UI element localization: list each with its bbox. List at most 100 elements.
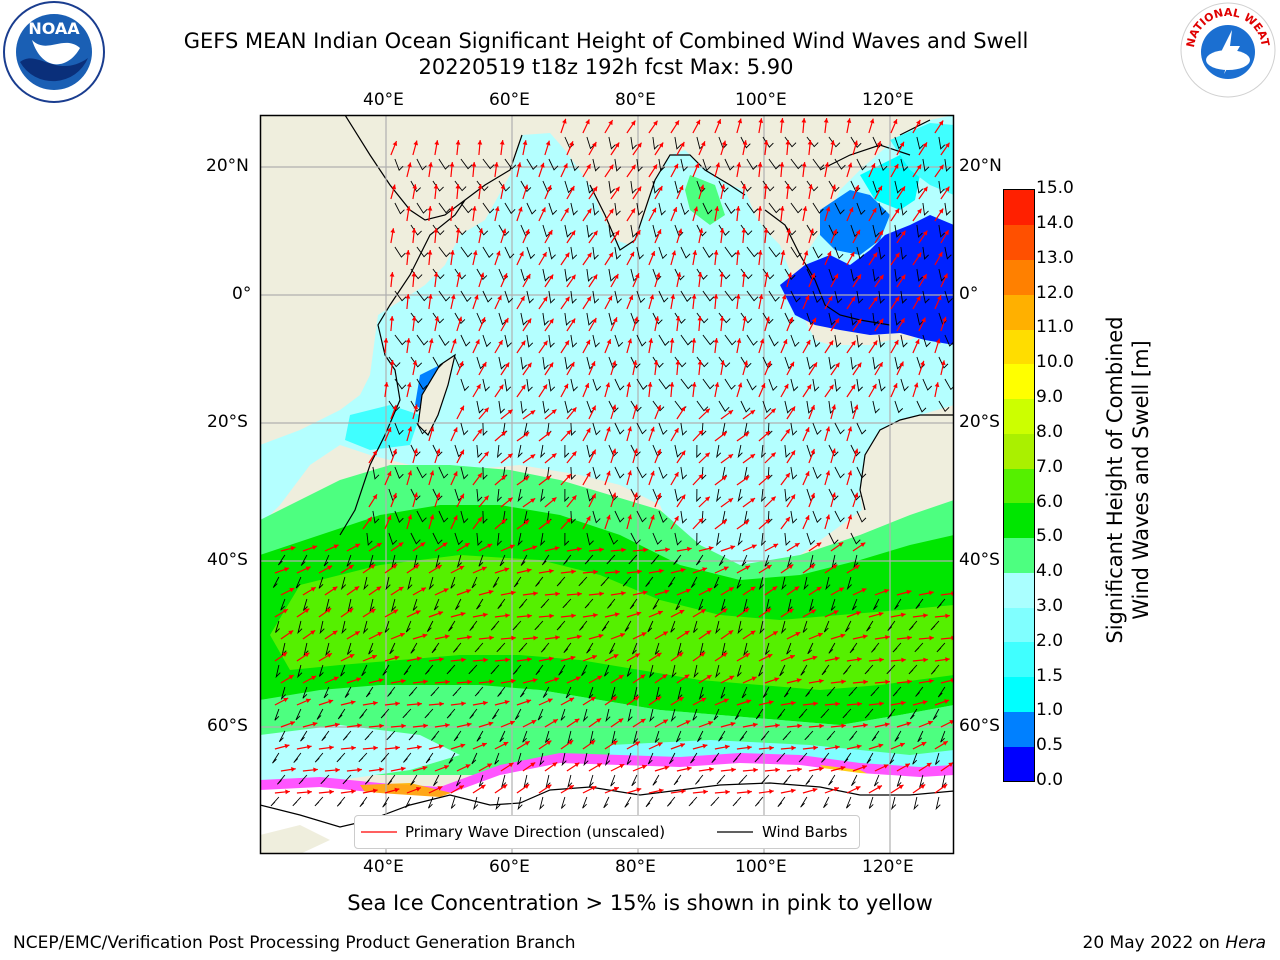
wave-arrow-head	[429, 470, 435, 476]
wave-arrow-head	[596, 763, 602, 768]
wave-arrow-head	[923, 186, 928, 192]
wave-arrow-head	[398, 586, 404, 592]
wave-arrow-head	[861, 588, 867, 593]
wave-arrow-head	[938, 251, 943, 257]
wave-arrow-head	[634, 696, 640, 701]
wind-barb	[820, 708, 830, 719]
wind-barb	[604, 752, 611, 767]
wave-arrow-head	[927, 720, 933, 726]
wind-barb	[649, 664, 655, 679]
wave-arrow-head	[488, 589, 494, 595]
wind-barb	[604, 664, 610, 677]
wave-arrow-head	[284, 743, 290, 749]
wave-arrow-head	[796, 678, 802, 683]
wave-arrow-head	[833, 787, 839, 792]
wind-barb	[562, 598, 572, 609]
wave-arrow-head	[524, 784, 530, 789]
wave-arrow-head	[392, 564, 398, 569]
wind-barb	[652, 400, 665, 412]
wave-arrow-head	[498, 384, 504, 390]
wave-direction-arrows	[270, 118, 954, 811]
wave-arrow-head	[627, 338, 633, 344]
colorbar-ticks: 0.0 0.5 1.0 1.5 2.0 3.0 4.0 5.0 6.0 7.0 …	[1036, 178, 1096, 790]
wind-barb	[935, 796, 941, 811]
wind-barb	[380, 752, 390, 763]
wind-barb	[716, 774, 726, 785]
wave-arrow-head	[532, 678, 538, 683]
wave-arrow-head	[763, 228, 769, 233]
wave-arrow-head	[498, 340, 503, 346]
wave-arrow-head	[658, 142, 664, 148]
wave-arrow-head	[436, 565, 442, 570]
wind-barb	[432, 444, 443, 457]
wind-barb	[518, 598, 528, 609]
wind-barb	[520, 554, 528, 566]
wave-arrow-head	[390, 228, 396, 233]
wave-arrow-head	[895, 252, 900, 258]
wind-barb	[828, 356, 836, 370]
wave-arrow-head	[455, 140, 461, 145]
wave-arrow-head	[700, 609, 706, 614]
wind-barb	[608, 400, 619, 413]
wave-arrow-head	[395, 701, 400, 707]
wind-barb	[872, 224, 880, 238]
wave-arrow-head	[497, 295, 502, 301]
wave-arrow-head	[329, 789, 334, 795]
wind-barb	[650, 554, 660, 565]
wave-arrow-head	[706, 675, 712, 680]
wave-arrow-head	[541, 207, 546, 213]
wave-arrow-head	[566, 429, 572, 435]
wave-arrow-head	[920, 784, 926, 789]
wind-barb	[570, 422, 576, 437]
wave-arrow-head	[590, 697, 596, 702]
wind-barb	[790, 422, 798, 436]
lat-tick-left-20n: 20°N	[206, 156, 249, 176]
wind-barb	[743, 642, 749, 657]
wave-arrow-head	[851, 340, 856, 346]
wave-arrow-head	[669, 382, 675, 387]
wave-arrow-head	[571, 613, 576, 619]
wind-barb	[570, 202, 578, 216]
wave-arrow-head	[636, 229, 641, 235]
wave-arrow-head	[636, 611, 642, 617]
wave-arrow-head	[883, 764, 889, 769]
wind-barb	[589, 730, 595, 745]
wave-arrow-head	[480, 317, 486, 323]
cb-tick-4: 2.0	[1036, 631, 1064, 651]
wave-arrow-head	[658, 568, 664, 574]
wave-arrow-head	[605, 382, 611, 388]
wind-barb	[916, 136, 924, 150]
nws-logo: NATIONAL WEATHER SERVICE	[1173, 0, 1278, 100]
wave-arrow-head	[633, 316, 639, 322]
wind-barb	[624, 620, 632, 632]
wave-arrow-head	[847, 162, 853, 168]
wind-barb	[428, 576, 434, 591]
wave-arrow-head	[701, 697, 707, 703]
wind-barb	[716, 444, 722, 459]
wind-barb	[520, 180, 532, 193]
wave-arrow-head	[564, 208, 569, 214]
wave-arrow-head	[422, 765, 428, 771]
wind-barb	[674, 312, 686, 324]
wave-arrow-head	[833, 273, 839, 279]
wave-arrow-head	[526, 318, 532, 324]
wave-arrow-head	[633, 404, 639, 410]
wind-barb	[806, 180, 819, 192]
wave-arrow-head	[586, 515, 591, 521]
wave-arrow-head	[948, 762, 954, 767]
wave-arrow-head	[591, 493, 596, 499]
wind-barb	[563, 642, 572, 653]
wind-barb	[850, 444, 861, 457]
wind-barb	[765, 642, 770, 655]
wind-barb	[432, 180, 444, 192]
wind-barb	[695, 774, 704, 785]
wind-barb	[589, 774, 594, 787]
wind-barb	[388, 356, 401, 368]
wind-barb	[586, 532, 594, 546]
wave-arrow-head	[860, 542, 866, 548]
wind-barb	[695, 554, 704, 566]
wave-arrow-head	[509, 544, 515, 549]
map-panel	[259, 114, 955, 855]
cb-tick-2: 1.0	[1036, 700, 1064, 720]
wave-arrow-head	[429, 514, 435, 520]
